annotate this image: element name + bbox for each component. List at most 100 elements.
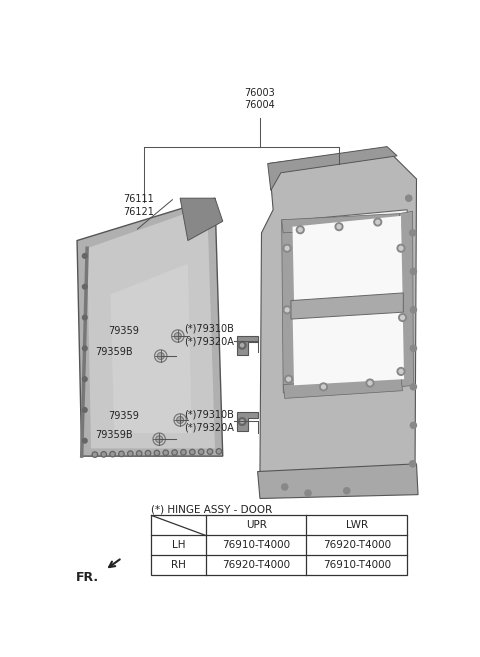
Circle shape xyxy=(401,315,405,319)
Circle shape xyxy=(101,451,107,457)
Circle shape xyxy=(409,461,416,467)
Circle shape xyxy=(410,268,417,275)
Circle shape xyxy=(83,438,87,443)
Circle shape xyxy=(410,384,417,390)
Circle shape xyxy=(376,220,380,224)
Circle shape xyxy=(174,332,181,340)
Circle shape xyxy=(298,228,302,232)
Circle shape xyxy=(282,484,288,490)
Circle shape xyxy=(320,383,327,391)
Polygon shape xyxy=(237,412,258,431)
Circle shape xyxy=(83,346,87,351)
Circle shape xyxy=(173,451,176,454)
Circle shape xyxy=(399,369,403,373)
Text: 76910-T4000: 76910-T4000 xyxy=(222,541,290,551)
Polygon shape xyxy=(237,336,258,355)
Circle shape xyxy=(83,254,87,258)
Text: FR.: FR. xyxy=(75,572,98,584)
Text: 79359B: 79359B xyxy=(95,430,132,440)
Circle shape xyxy=(138,452,141,455)
Circle shape xyxy=(238,418,246,425)
Circle shape xyxy=(146,452,149,455)
Circle shape xyxy=(198,449,204,455)
Polygon shape xyxy=(291,293,403,319)
Circle shape xyxy=(285,308,289,312)
Text: LH: LH xyxy=(172,541,185,551)
Text: (*)79310B
(*)79320A: (*)79310B (*)79320A xyxy=(184,324,234,346)
Circle shape xyxy=(120,453,123,455)
Circle shape xyxy=(181,449,186,455)
Bar xyxy=(152,516,407,576)
Circle shape xyxy=(374,218,382,226)
Circle shape xyxy=(83,377,87,382)
Circle shape xyxy=(191,451,194,453)
Circle shape xyxy=(157,353,164,359)
Circle shape xyxy=(397,244,405,252)
Polygon shape xyxy=(292,216,403,302)
Circle shape xyxy=(83,407,87,412)
Circle shape xyxy=(156,451,158,455)
Circle shape xyxy=(102,453,105,456)
Circle shape xyxy=(410,307,417,313)
Polygon shape xyxy=(283,210,409,391)
Circle shape xyxy=(410,346,417,351)
Circle shape xyxy=(240,344,244,347)
Circle shape xyxy=(182,451,185,454)
Circle shape xyxy=(163,450,168,455)
Circle shape xyxy=(399,246,403,250)
Circle shape xyxy=(136,451,142,456)
Circle shape xyxy=(285,375,292,383)
Circle shape xyxy=(397,367,405,375)
Polygon shape xyxy=(268,147,397,191)
Polygon shape xyxy=(282,219,298,393)
Circle shape xyxy=(111,453,114,455)
Polygon shape xyxy=(292,301,404,385)
Text: 76920-T4000: 76920-T4000 xyxy=(323,541,391,551)
Circle shape xyxy=(119,451,124,457)
Circle shape xyxy=(344,487,350,494)
Circle shape xyxy=(240,420,244,423)
Circle shape xyxy=(164,451,167,454)
Circle shape xyxy=(296,226,304,234)
Circle shape xyxy=(128,451,133,457)
Polygon shape xyxy=(110,263,192,433)
Text: 79359: 79359 xyxy=(108,326,139,336)
Text: 79359B: 79359B xyxy=(95,347,132,357)
Circle shape xyxy=(110,451,115,457)
Text: 76003
76004: 76003 76004 xyxy=(245,88,276,110)
Circle shape xyxy=(335,223,343,231)
Text: 76920-T4000: 76920-T4000 xyxy=(222,560,290,570)
Circle shape xyxy=(209,450,211,453)
Circle shape xyxy=(92,452,97,457)
Text: 76111
76121: 76111 76121 xyxy=(123,194,155,217)
Circle shape xyxy=(283,306,291,313)
Circle shape xyxy=(283,244,291,252)
Circle shape xyxy=(94,453,96,456)
Circle shape xyxy=(305,490,311,496)
Circle shape xyxy=(83,284,87,289)
Text: UPR: UPR xyxy=(246,520,266,530)
Text: (*)79310B
(*)79320A: (*)79310B (*)79320A xyxy=(184,410,234,432)
Polygon shape xyxy=(87,206,215,449)
Circle shape xyxy=(129,452,132,455)
Circle shape xyxy=(216,449,222,454)
Circle shape xyxy=(287,377,290,381)
Text: 79359: 79359 xyxy=(108,411,139,421)
Circle shape xyxy=(200,451,203,453)
Circle shape xyxy=(337,225,341,229)
Circle shape xyxy=(410,422,417,428)
Circle shape xyxy=(368,381,372,385)
Circle shape xyxy=(190,449,195,455)
Polygon shape xyxy=(77,198,223,456)
Text: RH: RH xyxy=(171,560,186,570)
Circle shape xyxy=(156,436,163,443)
Polygon shape xyxy=(260,148,417,495)
Circle shape xyxy=(399,313,407,321)
Circle shape xyxy=(285,246,289,250)
Circle shape xyxy=(217,450,220,453)
Polygon shape xyxy=(180,198,223,240)
Circle shape xyxy=(366,379,374,387)
Circle shape xyxy=(409,230,416,236)
Polygon shape xyxy=(399,212,413,387)
Circle shape xyxy=(207,449,213,454)
